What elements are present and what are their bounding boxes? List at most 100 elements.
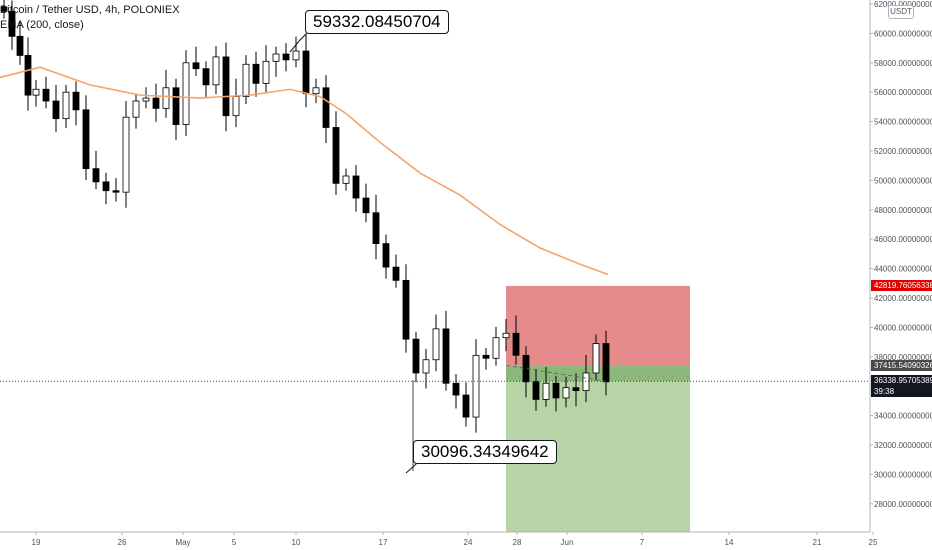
candle-body	[562, 387, 570, 399]
currency-unit-badge[interactable]: USDT	[888, 5, 914, 19]
candle-body	[552, 382, 560, 399]
candle-body	[502, 332, 510, 339]
candle-body	[342, 175, 350, 184]
price-tick-label: 60000.00000000	[874, 29, 932, 38]
candle-body	[512, 332, 520, 356]
chart-legend: Bitcoin / Tether USD, 4h, POLONIEX EMA (…	[0, 3, 180, 33]
candle-body	[242, 63, 250, 98]
price-tick-label: 54000.00000000	[874, 118, 932, 127]
price-tick-label: 58000.00000000	[874, 59, 932, 68]
time-tick-label: 5	[232, 538, 237, 547]
price-tick-label: 34000.00000000	[874, 412, 932, 421]
candle-body	[532, 381, 540, 400]
candle-body	[222, 56, 230, 117]
price-tick-label: 48000.00000000	[874, 206, 932, 215]
price-tick-label: 62000.00000000	[874, 0, 932, 9]
high-callout-pointer	[289, 33, 307, 53]
candle-body	[332, 127, 340, 184]
candle-body	[602, 343, 610, 383]
candle-body	[42, 88, 50, 102]
candle-body	[262, 60, 270, 84]
candle-body	[162, 87, 170, 109]
candle-body	[422, 359, 430, 374]
candle-body	[312, 87, 320, 95]
candle-body	[252, 63, 260, 84]
ema-200-line	[0, 66, 609, 276]
time-tick-label: 14	[725, 538, 734, 547]
candle-body	[8, 10, 16, 37]
time-tick-label: 21	[813, 538, 822, 547]
candle-body	[32, 88, 40, 96]
price-tick-label: 56000.00000000	[874, 88, 932, 97]
price-tick-label: 30000.00000000	[874, 470, 932, 479]
candle-body	[392, 266, 400, 281]
candle-body	[232, 96, 240, 117]
candle-body	[462, 394, 470, 418]
candle-body	[402, 279, 410, 340]
indicator-label[interactable]: EMA (200, close)	[0, 19, 84, 31]
candle-body	[92, 168, 100, 183]
candle-body	[172, 87, 180, 125]
stop-price-tag: 42819.76056338	[871, 280, 932, 291]
entry-price-tag: 37415.54090326	[871, 360, 932, 371]
candle-body	[572, 387, 580, 392]
candle-body	[72, 91, 80, 111]
price-tick-label: 32000.00000000	[874, 441, 932, 450]
candle-body	[592, 343, 600, 374]
candle-body	[432, 328, 440, 361]
time-tick-label: 25	[869, 538, 878, 547]
candle-body	[372, 212, 380, 245]
position-zones	[506, 285, 690, 532]
price-tick-label: 40000.00000000	[874, 323, 932, 332]
price-tick-label: 28000.00000000	[874, 500, 932, 509]
candle-body	[0, 6, 8, 12]
candle-body	[272, 53, 280, 62]
price-tick-label: 42000.00000000	[874, 294, 932, 303]
last-price-tag: 36338.95705389	[871, 375, 932, 386]
candle-body	[212, 56, 220, 86]
price-tick-label: 52000.00000000	[874, 147, 932, 156]
candle-body	[102, 181, 110, 192]
candle-body	[132, 100, 140, 118]
entry-trail-line	[505, 364, 607, 382]
candle-body	[492, 337, 500, 359]
time-tick-label: 7	[640, 538, 645, 547]
candle-body	[122, 116, 130, 193]
candle-body	[52, 100, 60, 120]
price-tick-label: 38000.00000000	[874, 353, 932, 362]
time-tick-label: 10	[292, 538, 301, 547]
price-tick-label: 50000.00000000	[874, 176, 932, 185]
candle-body	[182, 62, 190, 125]
candle-body	[292, 50, 300, 61]
price-tick-label: 44000.00000000	[874, 265, 932, 274]
candle-body	[16, 35, 24, 56]
candle-body	[582, 372, 590, 392]
candle-body	[522, 354, 530, 383]
bar-countdown: 39:38	[871, 386, 932, 397]
candle-body	[282, 53, 290, 61]
time-tick-label: 19	[32, 538, 41, 547]
time-tick-label: May	[175, 538, 190, 547]
candle-body	[322, 87, 330, 128]
candle-body	[192, 62, 200, 70]
symbol-title[interactable]: Bitcoin / Tether USD, 4h, POLONIEX	[0, 4, 180, 16]
candle-body	[452, 382, 460, 396]
candle-body	[482, 354, 490, 359]
chart-overlays	[0, 33, 868, 474]
time-tick-label: Jun	[561, 538, 574, 547]
high-price-callout: 59332.08450704	[305, 10, 449, 34]
candle-body	[202, 68, 210, 86]
candle-body	[62, 91, 70, 120]
time-tick-label: 24	[464, 538, 473, 547]
candle-body	[542, 382, 550, 400]
time-tick-label: 17	[379, 538, 388, 547]
candle-body	[152, 97, 160, 109]
candle-body	[82, 109, 90, 170]
low-price-callout: 30096.34349642	[413, 440, 557, 464]
candle-body	[362, 197, 370, 214]
candle-body	[442, 328, 450, 384]
time-tick-label: 26	[118, 538, 127, 547]
candle-body	[142, 97, 150, 102]
